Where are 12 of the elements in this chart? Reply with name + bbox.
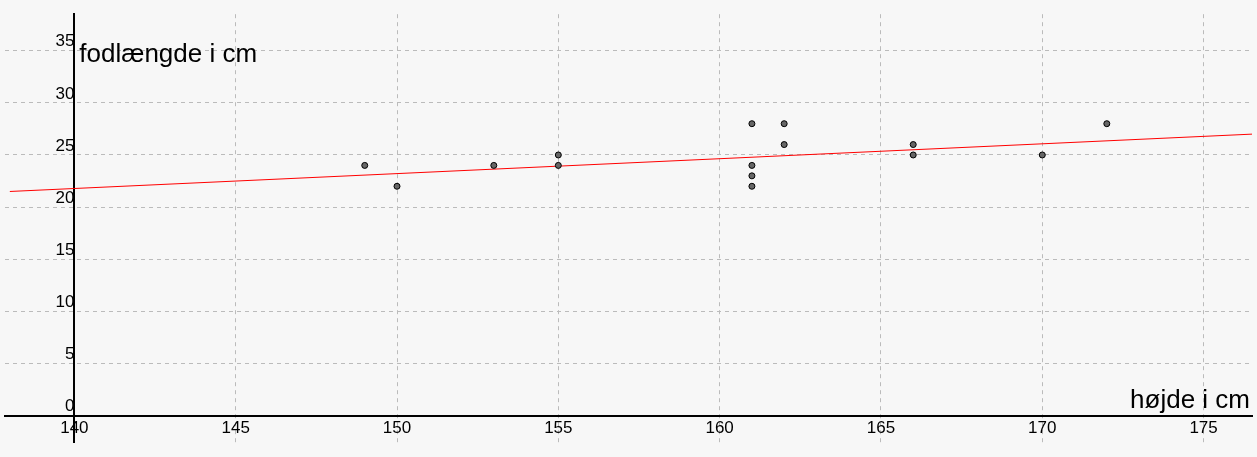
y-axis-title: fodlængde i cm — [79, 38, 258, 69]
x-tick-label: 160 — [705, 417, 734, 437]
x-tick-label: 170 — [1028, 417, 1057, 437]
y-tick-label: 15 — [55, 239, 75, 259]
x-tick-label: 155 — [544, 417, 573, 437]
y-tick-label: 35 — [55, 31, 75, 51]
x-tick-label: 165 — [866, 417, 896, 437]
x-axis-title: højde i cm — [1130, 383, 1250, 414]
x-tick-label: 175 — [1189, 417, 1218, 437]
y-tick-label: 25 — [55, 135, 75, 155]
x-tick-label: 145 — [221, 417, 250, 437]
x-tick-label: 150 — [382, 417, 412, 437]
